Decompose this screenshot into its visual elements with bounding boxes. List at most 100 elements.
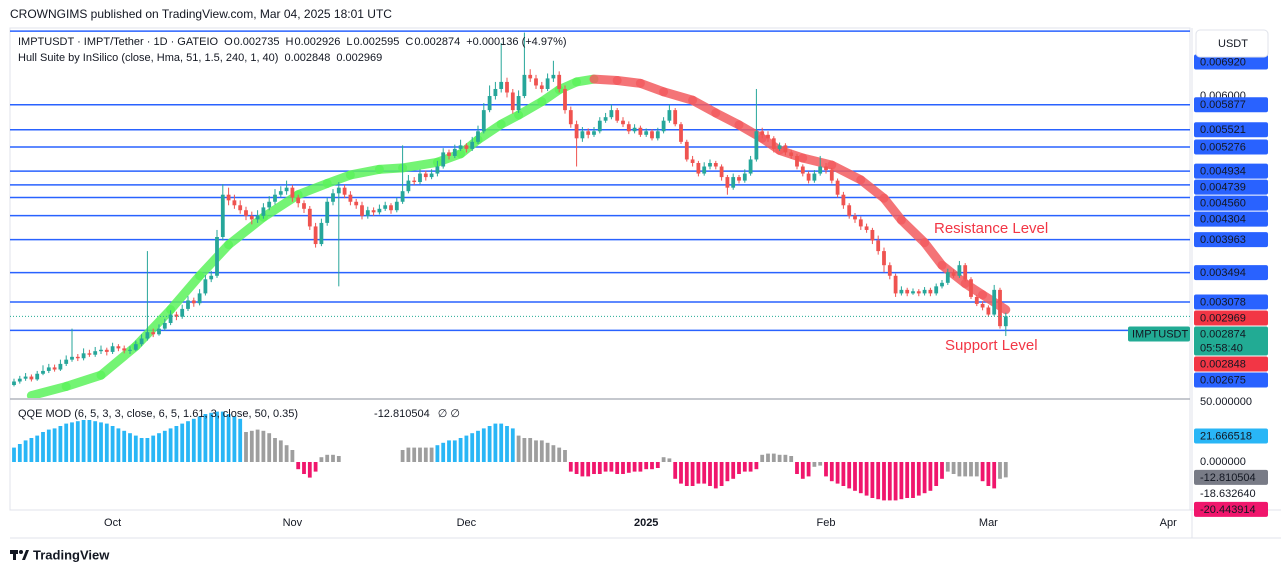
candle-body: [951, 272, 956, 276]
candle-body: [934, 286, 939, 294]
qqe-bar: [41, 432, 45, 463]
qqe-bar: [974, 462, 979, 477]
candle-body: [128, 349, 132, 351]
candle-body: [516, 96, 521, 111]
legend-text: H: [286, 36, 294, 48]
candle-body: [209, 275, 214, 280]
candle-body: [621, 120, 625, 125]
ticker-tag: IMPTUSDT: [1132, 328, 1189, 340]
qqe-bar: [777, 454, 782, 463]
qqe-bar: [261, 430, 266, 463]
candle-body: [110, 346, 115, 352]
qqe-bar: [145, 438, 150, 463]
level-label-bg: [1194, 232, 1268, 248]
qqe-bar: [696, 462, 701, 484]
qqe-bar: [789, 456, 794, 463]
candle-body: [800, 166, 805, 174]
qqe-bar: [418, 447, 422, 463]
qqe-bar: [998, 462, 1002, 479]
qqe-bar: [963, 462, 968, 477]
qqe-bar: [534, 440, 538, 463]
qqe-bar: [157, 433, 161, 463]
candle-body: [354, 201, 359, 206]
hull-segment: [659, 87, 698, 105]
hull-segment: [195, 240, 234, 281]
qqe-bar: [423, 447, 428, 463]
candle-body: [29, 376, 34, 380]
level-label-bg: [1194, 97, 1268, 113]
hull-segment: [879, 193, 906, 225]
footer: TradingView: [33, 547, 110, 562]
qqe-bar: [128, 433, 132, 463]
candle-body: [122, 348, 127, 351]
qqe-bar: [186, 421, 190, 463]
level-label: 0.003494: [1200, 267, 1246, 279]
qqe-bar: [957, 462, 962, 477]
qqe-value-label-bg: [1194, 469, 1268, 485]
qqe-bar: [870, 462, 875, 499]
qqe-bar: [510, 428, 515, 463]
qqe-bar: [661, 457, 666, 463]
qqe-bar: [771, 453, 776, 463]
candle-body: [760, 131, 765, 135]
candle-body: [922, 289, 927, 294]
qqe-bar: [93, 421, 98, 463]
qqe-bar: [893, 462, 898, 501]
ticker-tag-bg: [1128, 326, 1190, 342]
candle-body: [650, 131, 654, 139]
qqe-bar: [238, 418, 243, 463]
legend-text: 0.002595: [353, 36, 399, 48]
candle-body: [963, 265, 968, 280]
last-price-label: 0.002874: [1200, 328, 1246, 340]
candle-body: [661, 120, 666, 132]
qqe-pane: [12, 411, 1008, 501]
qqe-bar: [290, 450, 295, 463]
countdown: 05:58:40: [1200, 342, 1243, 354]
x-tick-label: Mar: [979, 517, 998, 529]
candle-body: [23, 376, 28, 379]
candle-body: [197, 293, 202, 304]
level-label: 0.003078: [1200, 296, 1246, 308]
candle-body: [17, 378, 22, 382]
qqe-bar: [916, 462, 921, 496]
qqe-bar: [899, 462, 904, 500]
level-label-bg: [1194, 195, 1268, 211]
qqe-bar: [17, 444, 22, 463]
candle-body: [342, 187, 347, 195]
candle-body: [766, 134, 770, 139]
qqe-bar: [928, 462, 933, 491]
qqe-bar: [702, 462, 707, 484]
legend-text: 0.002735: [234, 36, 280, 48]
candle-body: [336, 187, 341, 194]
candle-body: [597, 120, 602, 132]
qqe-bar: [986, 462, 991, 487]
qqe-bar: [684, 462, 689, 487]
qqe-bar: [719, 462, 724, 487]
level-label: 0.005276: [1200, 141, 1246, 153]
qqe-bar: [812, 462, 817, 467]
x-tick-label: Feb: [817, 517, 836, 529]
qqe-bar: [12, 447, 16, 463]
candle-body: [551, 74, 556, 79]
candle-body: [104, 349, 109, 352]
x-tick-label: Oct: [104, 517, 121, 529]
legend-text: Hull Suite by InSilico (close, Hma, 51, …: [18, 52, 278, 64]
hull-segment: [293, 178, 332, 200]
qqe-bar: [447, 440, 451, 463]
candle-body: [655, 131, 660, 139]
level-label-bg: [1194, 179, 1268, 195]
qqe-bar: [690, 462, 695, 487]
candle-body: [261, 207, 266, 216]
qqe-bar: [528, 438, 533, 463]
candle-body: [46, 367, 51, 371]
qqe-bar: [116, 428, 121, 463]
qqe-bar: [23, 440, 28, 463]
qqe-bar: [487, 426, 492, 463]
overlay: IMPTUSDT · IMPT/Tether · 1D · GATEIO O 0.0…: [18, 36, 567, 420]
candle-body: [75, 356, 80, 359]
qqe-bar: [626, 462, 631, 473]
qqe-bar: [273, 438, 277, 463]
qqe-bar: [864, 462, 869, 496]
candle-body: [452, 148, 457, 156]
candle-body: [215, 237, 219, 276]
